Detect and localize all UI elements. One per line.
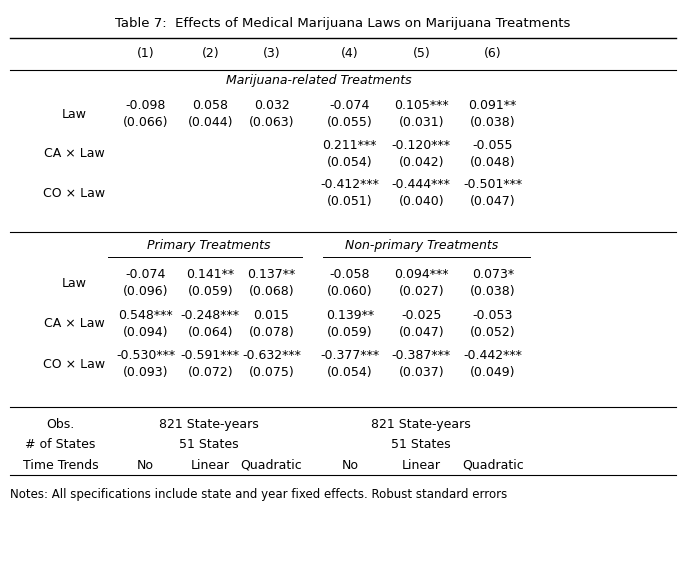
Text: Quadratic: Quadratic	[241, 458, 303, 471]
Text: (6): (6)	[484, 48, 501, 60]
Text: -0.053
(0.052): -0.053 (0.052)	[470, 309, 515, 339]
Text: -0.444***
(0.040): -0.444*** (0.040)	[392, 178, 451, 208]
Text: -0.074
(0.055): -0.074 (0.055)	[327, 99, 372, 129]
Text: (3): (3)	[263, 48, 281, 60]
Text: 0.032
(0.063): 0.032 (0.063)	[249, 99, 294, 129]
Text: 0.015
(0.078): 0.015 (0.078)	[249, 309, 294, 339]
Text: Time Trends: Time Trends	[23, 458, 98, 471]
Text: CO × Law: CO × Law	[43, 358, 105, 371]
Text: -0.387***
(0.037): -0.387*** (0.037)	[392, 349, 451, 379]
Text: -0.074
(0.096): -0.074 (0.096)	[123, 268, 169, 298]
Text: 0.141**
(0.059): 0.141** (0.059)	[187, 268, 235, 298]
Text: -0.058
(0.060): -0.058 (0.060)	[327, 268, 372, 298]
Text: 0.139**
(0.059): 0.139** (0.059)	[326, 309, 374, 339]
Text: Quadratic: Quadratic	[462, 458, 523, 471]
Text: CA × Law: CA × Law	[44, 147, 104, 160]
Text: (2): (2)	[202, 48, 219, 60]
Text: -0.055
(0.048): -0.055 (0.048)	[470, 139, 515, 169]
Text: (1): (1)	[137, 48, 154, 60]
Text: 0.058
(0.044): 0.058 (0.044)	[187, 99, 233, 129]
Text: Notes: All specifications include state and year fixed effects. Robust standard : Notes: All specifications include state …	[10, 488, 507, 501]
Text: Linear: Linear	[191, 458, 230, 471]
Text: Law: Law	[62, 276, 86, 289]
Text: Marijuana-related Treatments: Marijuana-related Treatments	[226, 74, 412, 87]
Text: (5): (5)	[412, 48, 430, 60]
Text: 0.211***
(0.054): 0.211*** (0.054)	[322, 139, 377, 169]
Text: CA × Law: CA × Law	[44, 317, 104, 330]
Text: 821 State-years: 821 State-years	[371, 419, 471, 431]
Text: 0.105***
(0.031): 0.105*** (0.031)	[394, 99, 449, 129]
Text: CO × Law: CO × Law	[43, 187, 105, 200]
Text: 0.548***
(0.094): 0.548*** (0.094)	[119, 309, 173, 339]
Text: Law: Law	[62, 108, 86, 121]
Text: Linear: Linear	[402, 458, 440, 471]
Text: -0.591***
(0.072): -0.591*** (0.072)	[181, 349, 240, 379]
Text: -0.377***
(0.054): -0.377*** (0.054)	[320, 349, 379, 379]
Text: -0.501***
(0.047): -0.501*** (0.047)	[463, 178, 522, 208]
Text: -0.248***
(0.064): -0.248*** (0.064)	[181, 309, 240, 339]
Text: -0.025
(0.047): -0.025 (0.047)	[399, 309, 444, 339]
Text: # of States: # of States	[25, 438, 96, 451]
Text: 51 States: 51 States	[392, 438, 451, 451]
Text: -0.442***
(0.049): -0.442*** (0.049)	[463, 349, 522, 379]
Text: -0.412***
(0.051): -0.412*** (0.051)	[320, 178, 379, 208]
Text: 0.137**
(0.068): 0.137** (0.068)	[248, 268, 296, 298]
Text: Table 7:  Effects of Medical Marijuana Laws on Marijuana Treatments: Table 7: Effects of Medical Marijuana La…	[115, 17, 571, 31]
Text: -0.632***
(0.075): -0.632*** (0.075)	[242, 349, 301, 379]
Text: Non-primary Treatments: Non-primary Treatments	[344, 239, 498, 252]
Text: Primary Treatments: Primary Treatments	[147, 239, 270, 252]
Text: 0.091**
(0.038): 0.091** (0.038)	[469, 99, 517, 129]
Text: -0.120***
(0.042): -0.120*** (0.042)	[392, 139, 451, 169]
Text: -0.098
(0.066): -0.098 (0.066)	[123, 99, 169, 129]
Text: No: No	[342, 458, 358, 471]
Text: 821 State-years: 821 State-years	[158, 419, 259, 431]
Text: 0.073*
(0.038): 0.073* (0.038)	[470, 268, 515, 298]
Text: -0.530***
(0.093): -0.530*** (0.093)	[116, 349, 175, 379]
Text: No: No	[137, 458, 154, 471]
Text: 51 States: 51 States	[179, 438, 239, 451]
Text: Obs.: Obs.	[47, 419, 75, 431]
Text: 0.094***
(0.027): 0.094*** (0.027)	[394, 268, 449, 298]
Text: (4): (4)	[341, 48, 359, 60]
